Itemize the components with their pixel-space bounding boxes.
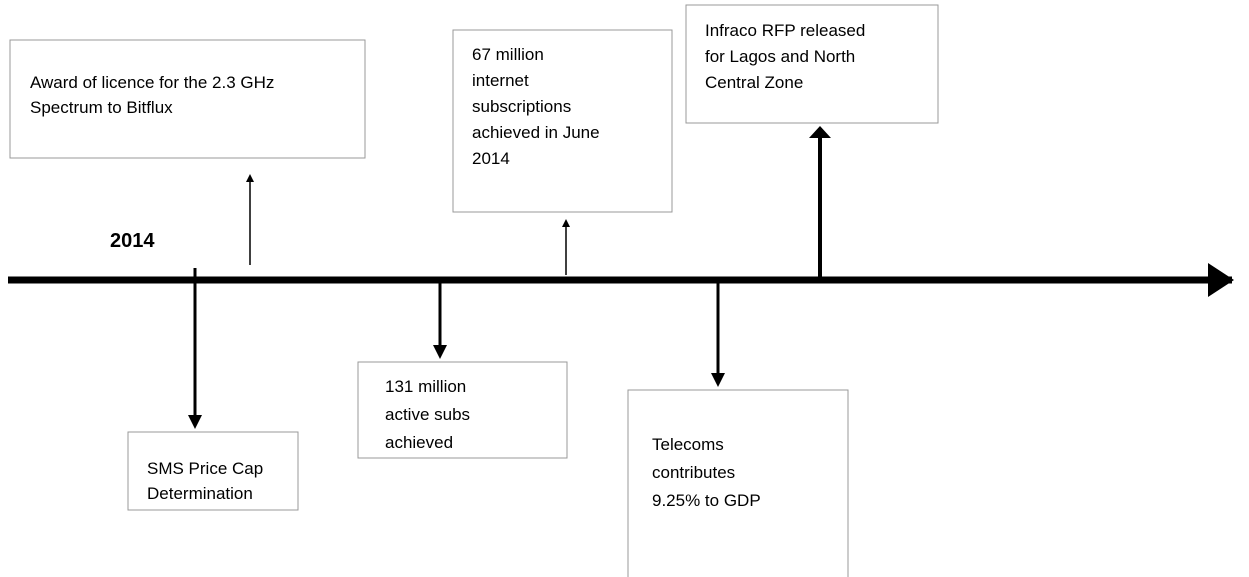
event-text: Central Zone <box>705 73 803 92</box>
connectors <box>188 126 831 429</box>
event-box <box>9 39 366 159</box>
event-text: 9.25% to GDP <box>652 491 761 510</box>
event-texts: Award of licence for the 2.3 GHz Spectrum… <box>30 21 865 510</box>
event-text: for Lagos and North <box>705 47 855 66</box>
event-text: Infraco RFP released <box>705 21 865 40</box>
event-text: active subs <box>385 405 470 424</box>
boxes <box>9 4 939 577</box>
event-text: internet <box>472 71 529 90</box>
event-text: SMS Price Cap <box>147 459 263 478</box>
event-text: subscriptions <box>472 97 571 116</box>
event-text: achieved <box>385 433 453 452</box>
event-box <box>627 389 849 577</box>
event-text: contributes <box>652 463 735 482</box>
event-box <box>357 361 568 459</box>
event-text: 67 million <box>472 45 544 64</box>
event-box <box>127 431 299 511</box>
event-box <box>685 4 939 124</box>
event-text: 2014 <box>472 149 510 168</box>
event-text: Determination <box>147 484 253 503</box>
event-text: achieved in June <box>472 123 600 142</box>
event-box <box>452 29 673 213</box>
event-text: Telecoms <box>652 435 724 454</box>
event-text: Spectrum to Bitflux <box>30 98 173 117</box>
event-text: Award of licence for the 2.3 GHz <box>30 73 274 92</box>
year-label: 2014 <box>110 230 155 252</box>
event-text: 131 million <box>385 377 466 396</box>
